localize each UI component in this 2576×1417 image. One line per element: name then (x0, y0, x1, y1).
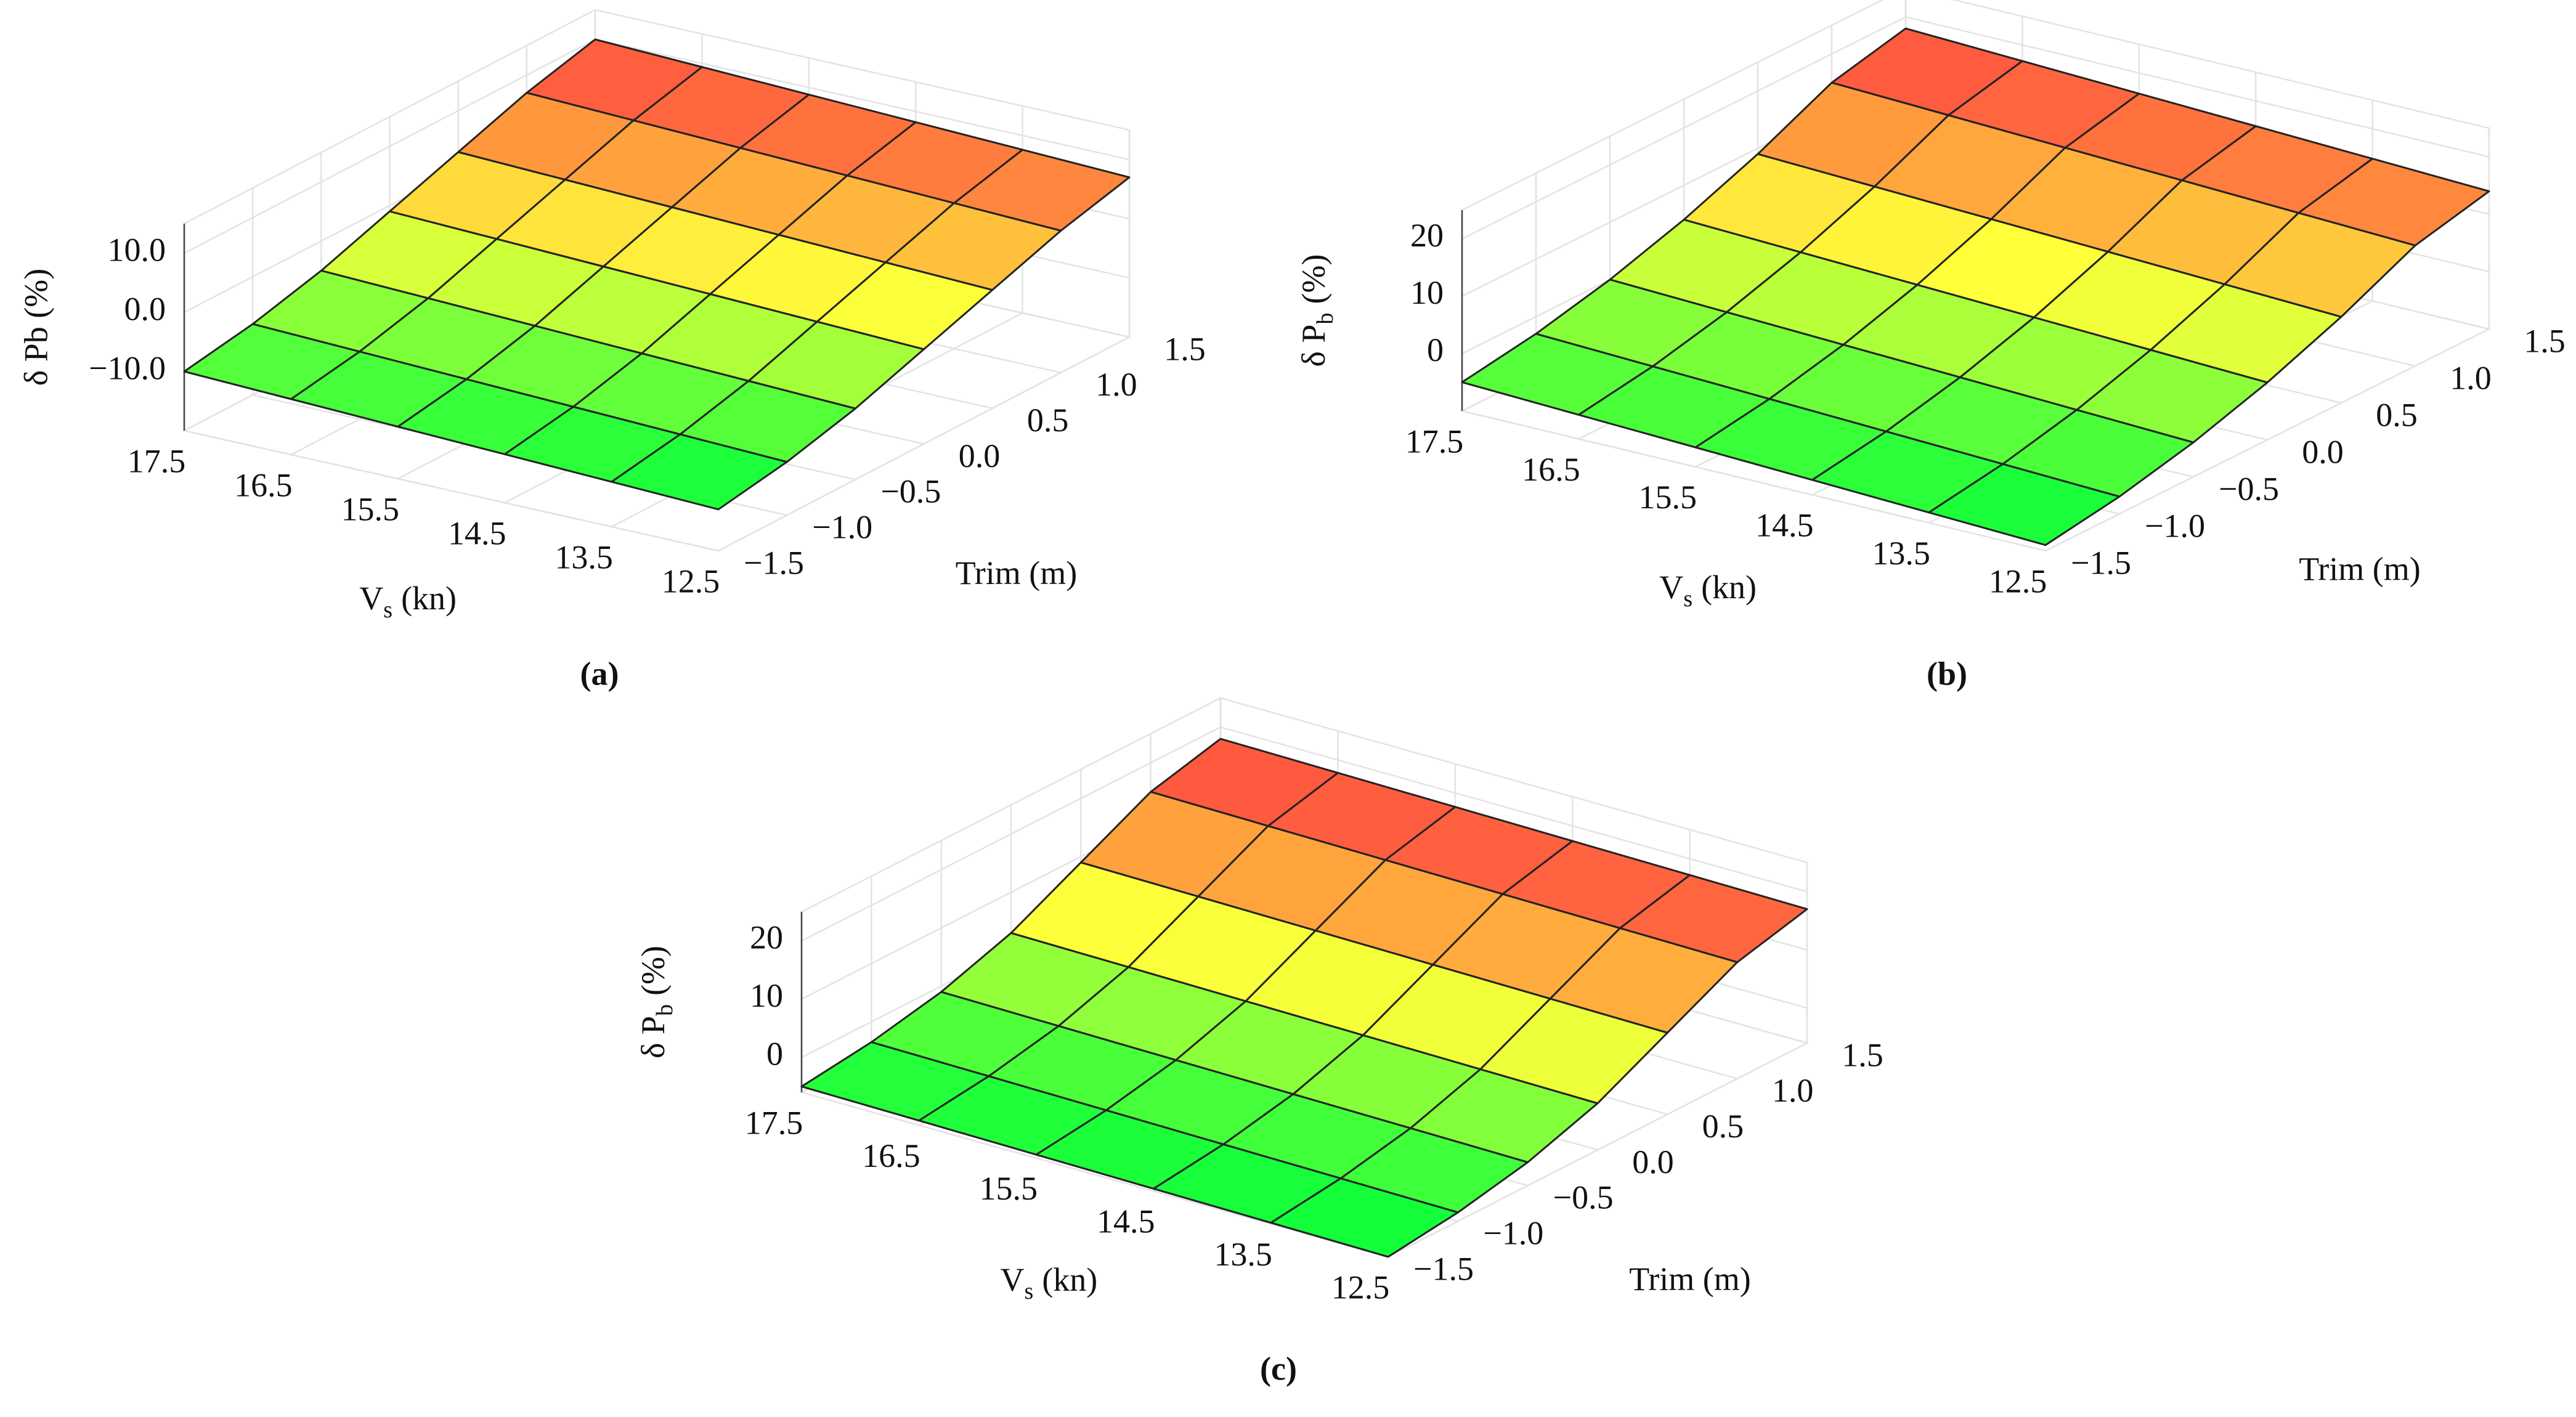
panel: −10.0 0.0 10.0 12.5 13.5 14.5 15.5 16.5 17.5 −1.5… (17, 9, 1206, 692)
x-axis-label-main: V (359, 580, 383, 617)
panel: 0 10 20 12.5 13.5 14.5 15.5 16.5 17.5 −1.5−1.0 −0.… (635, 697, 1883, 1387)
y-axis-label: Trim (m) (956, 554, 1078, 591)
x-tick-label: 12.5 (1331, 1269, 1390, 1305)
y-tick-label: 0.0 (1632, 1143, 1674, 1180)
x-axis-label: Vs (kn) (1659, 569, 1757, 612)
panel-label: (b) (1927, 655, 1967, 692)
y-tick-label: −1.5 (744, 544, 804, 581)
x-axis-label-sub: s (1683, 586, 1692, 612)
z-tick-label: −10.0 (89, 349, 166, 386)
y-tick-label: −0.5 (1553, 1179, 1614, 1216)
z-tick-label: 20 (750, 919, 783, 956)
panel: 0 10 20 12.5 13.5 14.5 15.5 16.5 17.5 −1.5 −1.0 −0.… (1295, 0, 2566, 692)
surface-patch (183, 323, 361, 400)
y-tick-label: 1.0 (1095, 366, 1137, 403)
x-axis-label-unit: (kn) (1701, 569, 1757, 606)
y-tick-label: 1.0 (1772, 1072, 1814, 1109)
y-axis-label: Trim (m) (1629, 1261, 1751, 1297)
z-axis-label: δ Pb (%) (1295, 254, 1338, 367)
z-tick-label: 0.0 (124, 290, 166, 327)
z-axis-label-unit: (%) (635, 946, 672, 996)
x-tick-label: 12.5 (662, 562, 720, 599)
x-tick-label: 14.5 (448, 514, 506, 551)
z-axis-label-main: δ P (635, 1016, 672, 1058)
x-axis-label-main: V (1659, 569, 1683, 606)
y-axis-label: Trim (m) (2299, 550, 2421, 587)
z-axis-label-unit: (%) (1295, 254, 1332, 304)
x-axis-label-main: V (1001, 1262, 1025, 1299)
y-tick-label: 0.0 (2302, 433, 2344, 470)
x-tick-label: 17.5 (128, 442, 186, 479)
y-tick-label: 1.5 (1842, 1036, 1883, 1073)
y-tick-label: 1.0 (2450, 359, 2492, 396)
z-axis-label-sub: b (652, 1004, 678, 1016)
y-tick-label: 0.0 (959, 437, 1001, 474)
x-axis-label-sub: s (383, 596, 392, 622)
z-axis-label-sub: b (1312, 312, 1338, 324)
y-tick-label: −1.0 (1483, 1215, 1543, 1252)
surface-patch (800, 1041, 990, 1122)
z-axis-label: δ Pb (%) (17, 269, 54, 386)
x-tick-label: 15.5 (1639, 479, 1697, 516)
y-tick-label: −1.5 (2071, 544, 2131, 581)
x-axis-label: Vs (kn) (1001, 1262, 1098, 1304)
y-tick-label: 1.5 (2524, 322, 2566, 359)
z-tick-label: 10 (1410, 274, 1444, 311)
x-tick-label: 13.5 (555, 538, 613, 575)
x-tick-label: 15.5 (980, 1170, 1038, 1207)
x-axis-label-unit: (kn) (401, 580, 457, 617)
y-tick-label: −0.5 (2219, 470, 2279, 507)
x-tick-label: 17.5 (1405, 423, 1464, 460)
z-axis-label: δ Pb (%) (635, 946, 677, 1058)
x-axis-label-unit: (kn) (1042, 1262, 1097, 1299)
y-tick-label: −0.5 (880, 473, 941, 510)
z-tick-label: 10.0 (108, 231, 166, 268)
x-tick-label: 16.5 (862, 1137, 920, 1174)
z-tick-label: 0 (1427, 331, 1444, 368)
y-tick-label: −1.5 (1413, 1250, 1474, 1287)
z-tick-label: 0 (766, 1036, 783, 1073)
x-tick-label: 16.5 (1522, 451, 1580, 488)
z-tick-label: 20 (1410, 217, 1444, 254)
y-tick-label: 0.5 (2376, 396, 2418, 433)
surface-patch (1461, 333, 1654, 416)
x-tick-label: 13.5 (1214, 1236, 1272, 1273)
y-tick-label: −1.0 (2145, 507, 2205, 544)
x-axis-label-sub: s (1025, 1278, 1034, 1304)
x-tick-label: 16.5 (234, 466, 293, 503)
z-axis-label-main: δ P (1295, 324, 1332, 367)
panel-label: (a) (580, 655, 619, 692)
x-tick-label: 12.5 (1989, 562, 2047, 599)
x-tick-label: 15.5 (341, 490, 400, 527)
y-tick-label: 0.5 (1027, 402, 1069, 439)
x-axis-label: Vs (kn) (359, 580, 457, 622)
y-tick-label: −1.0 (812, 509, 872, 546)
x-tick-label: 17.5 (745, 1104, 803, 1141)
panel-label: (c) (1260, 1350, 1297, 1387)
y-tick-label: 1.5 (1164, 330, 1206, 367)
x-tick-label: 13.5 (1872, 535, 1930, 572)
x-tick-label: 14.5 (1755, 507, 1814, 544)
z-tick-label: 10 (750, 977, 783, 1014)
y-tick-label: 0.5 (1702, 1108, 1744, 1145)
x-tick-label: 14.5 (1097, 1203, 1155, 1240)
